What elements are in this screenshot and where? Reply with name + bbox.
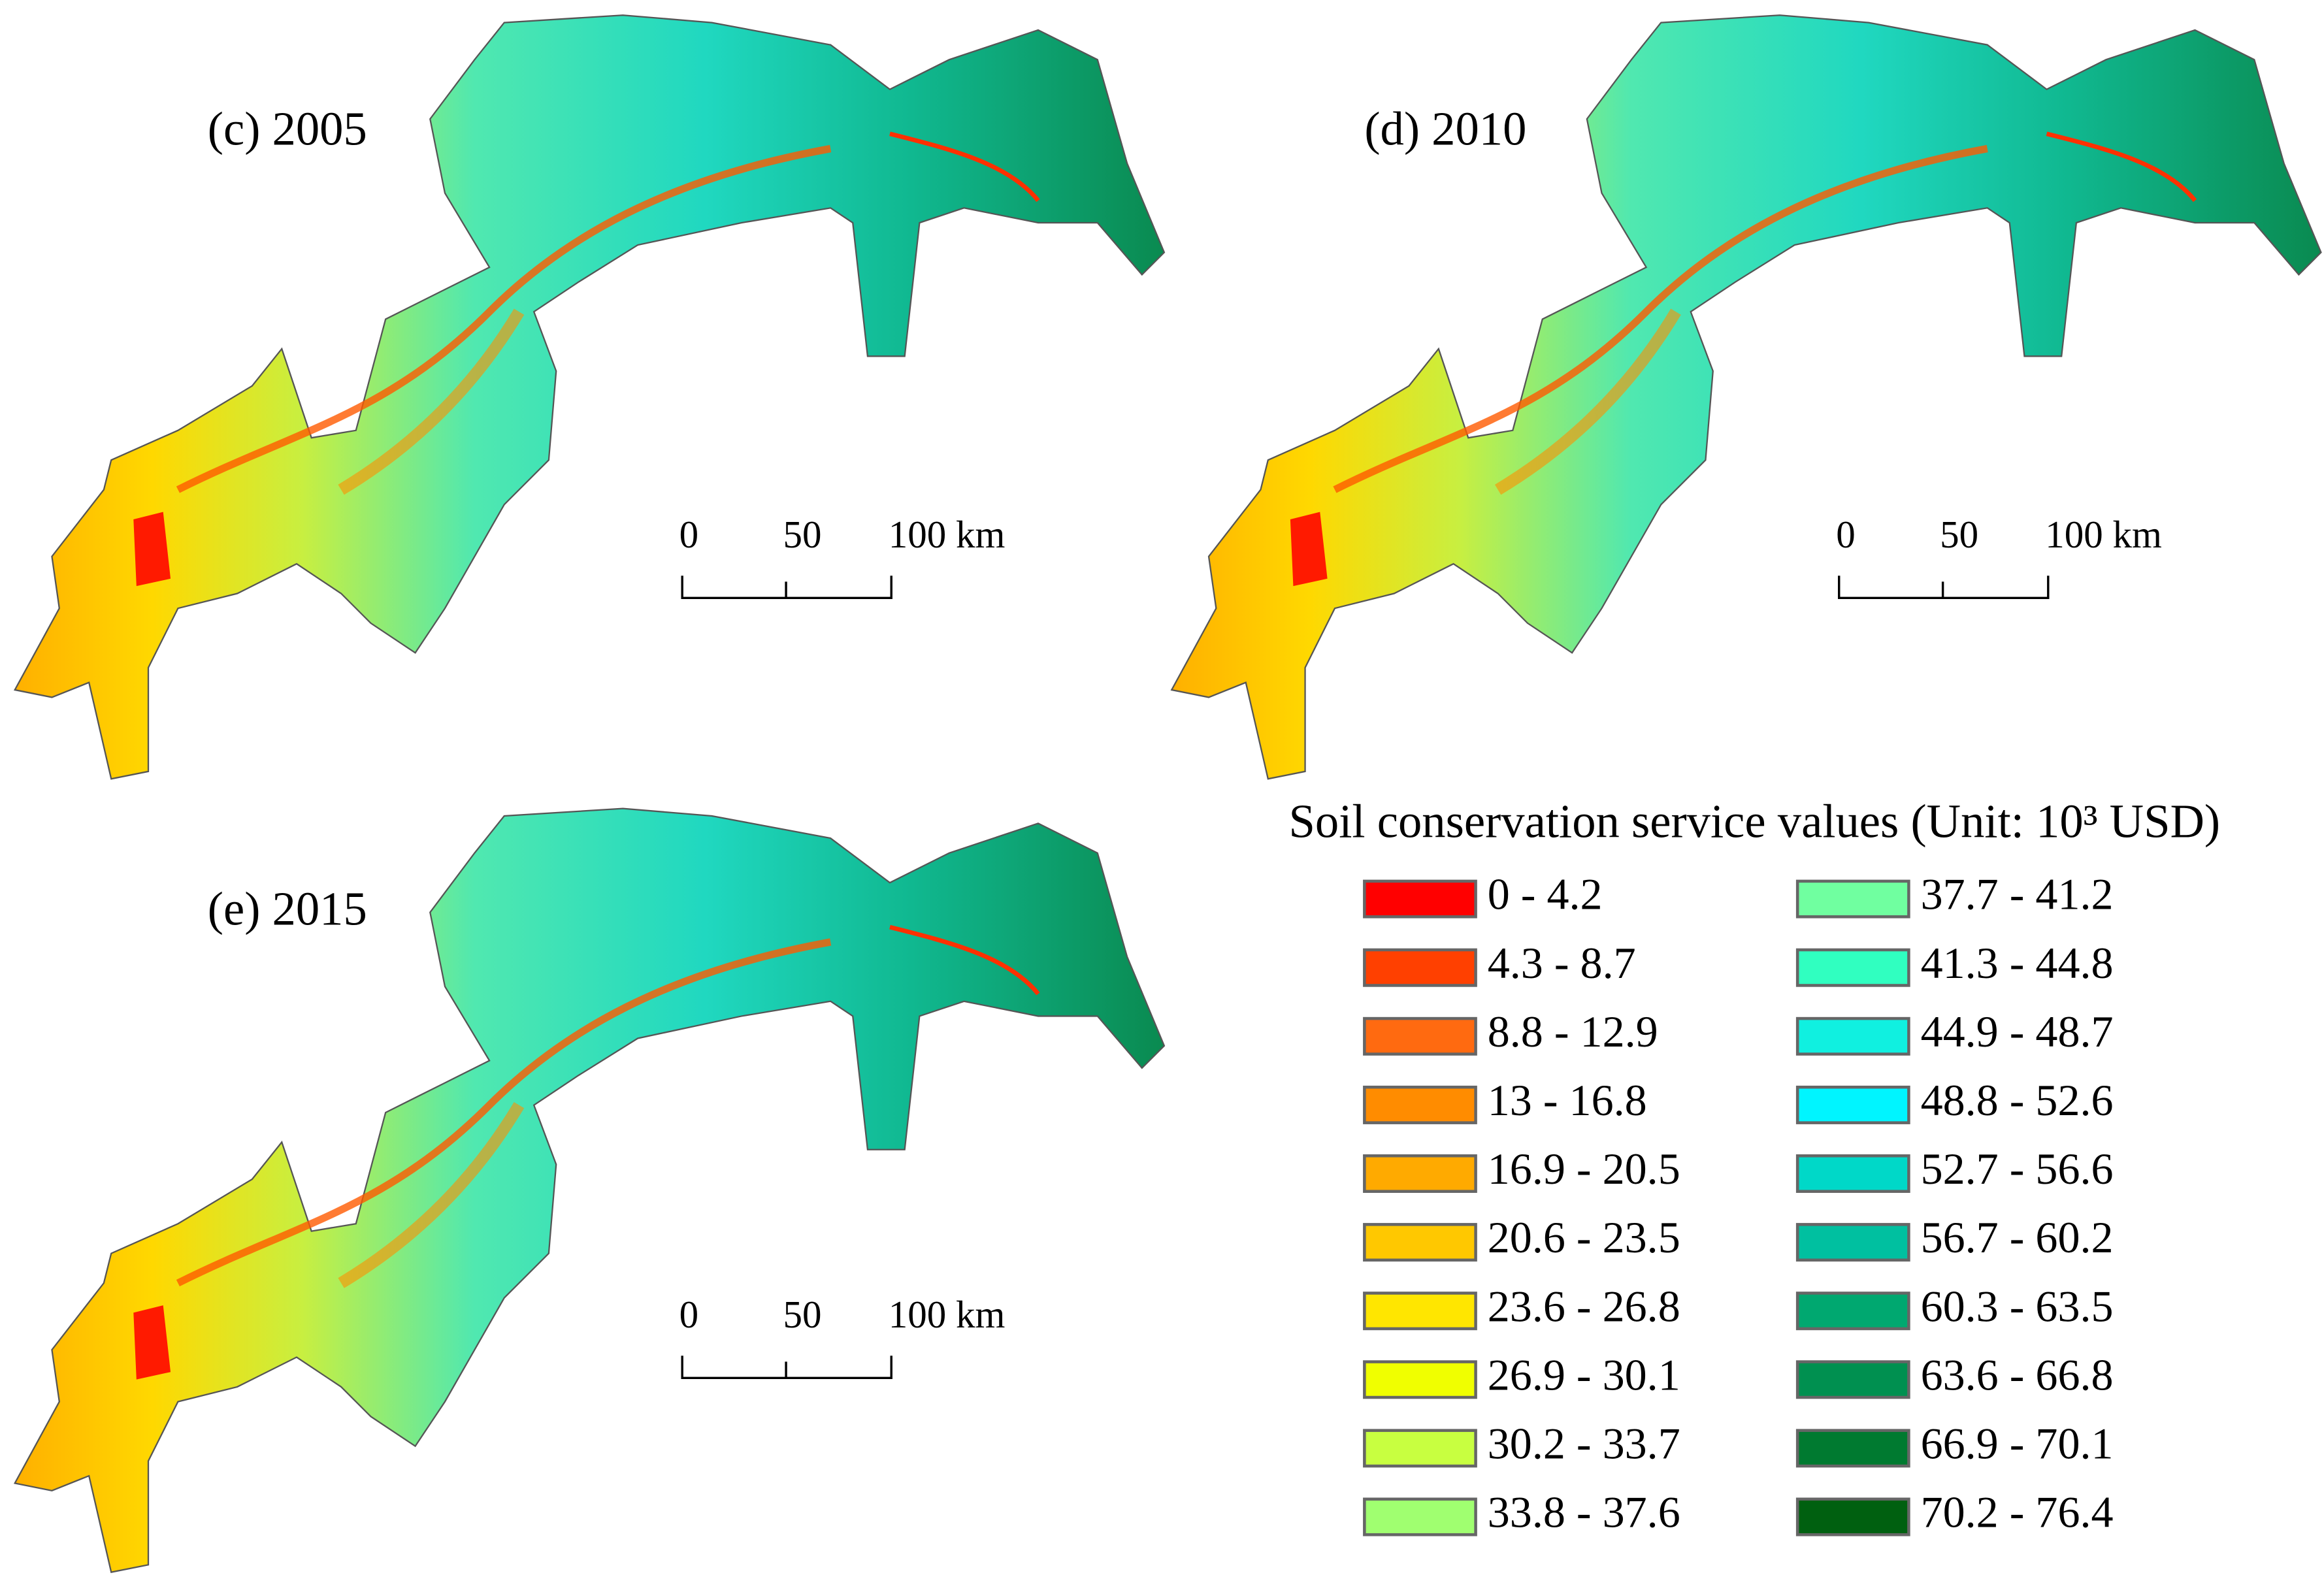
scale-label: 50 [783,513,822,556]
legend-label: 4.3 - 8.7 [1488,938,1636,988]
scale-label: 0 [1836,513,1856,556]
scale-label: 100 km [889,513,1006,556]
legend-swatch [1795,1223,1910,1262]
map-2010 [1171,15,2321,779]
legend-swatch [1795,879,1910,919]
legend-swatch [1363,1016,1477,1056]
panel-label: (e) 2015 [208,882,367,935]
legend-label: 26.9 - 30.1 [1488,1350,1680,1399]
legend-label: 20.6 - 23.5 [1488,1212,1680,1262]
legend-label: 37.7 - 41.2 [1921,870,2114,919]
legend-swatch [1795,1016,1910,1056]
scale-bar [681,1356,892,1380]
legend-swatch [1363,1292,1477,1331]
legend-swatch [1363,1360,1477,1399]
legend-title: Soil conservation service values (Unit: … [1289,795,2221,848]
legend-swatch [1795,1292,1910,1331]
map-2015 [15,809,1164,1572]
map-2005 [15,15,1164,779]
legend-label: 0 - 4.2 [1488,870,1603,919]
legend-swatch [1363,948,1477,987]
legend-label: 30.2 - 33.7 [1488,1419,1680,1469]
legend-swatch [1795,1154,1910,1194]
legend-label: 44.9 - 48.7 [1921,1007,2114,1056]
legend-swatch [1795,1085,1910,1124]
annotations: (c) 2005 0 50 100 km (d) 2010 0 50 100 km (e) 20… [208,102,2220,1536]
legend-swatch [1363,1429,1477,1468]
legend-swatch [1795,1360,1910,1399]
legend-label: 8.8 - 12.9 [1488,1007,1658,1056]
panel-label: (d) 2010 [1364,102,1526,155]
scale-label: 50 [783,1293,822,1336]
legend-label: 16.9 - 20.5 [1488,1144,1680,1194]
legend-swatch [1363,1085,1477,1124]
legend-swatch [1363,1154,1477,1194]
panel-label: (c) 2005 [208,102,367,155]
legend-label: 56.7 - 60.2 [1921,1212,2114,1262]
legend-swatch [1795,1429,1910,1468]
legend-swatch [1363,1223,1477,1262]
legend-swatch [1795,948,1910,987]
legend-label: 52.7 - 56.6 [1921,1144,2114,1194]
legend-label: 33.8 - 37.6 [1488,1488,1680,1537]
scale-label: 50 [1940,513,1978,556]
legend-label: 70.2 - 76.4 [1921,1488,2114,1537]
legend-label: 48.8 - 52.6 [1921,1075,2114,1125]
legend-label: 13 - 16.8 [1488,1075,1647,1125]
scale-bar [1838,576,2050,600]
legend-swatch [1795,1497,1910,1536]
legend-swatch [1363,879,1477,919]
legend-swatch [1363,1497,1477,1536]
legend-label: 63.6 - 66.8 [1921,1350,2114,1399]
scale-label: 100 km [889,1293,1006,1336]
legend-label: 66.9 - 70.1 [1921,1419,2114,1469]
scale-label: 0 [679,513,698,556]
scale-label: 0 [679,1293,698,1336]
legend-label: 23.6 - 26.8 [1488,1281,1680,1331]
legend-label: 41.3 - 44.8 [1921,938,2114,988]
scale-bar [681,576,892,600]
legend-label: 60.3 - 63.5 [1921,1281,2114,1331]
scale-label: 100 km [2045,513,2162,556]
